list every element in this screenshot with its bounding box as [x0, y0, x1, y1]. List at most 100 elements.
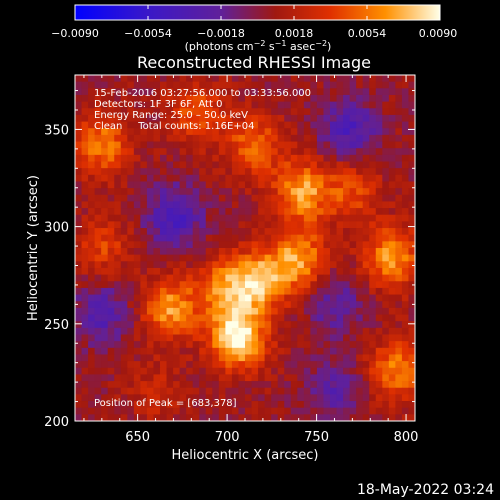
heatmap-cell [186, 294, 194, 302]
heatmap-cell [356, 174, 364, 182]
heatmap-cell [218, 201, 226, 209]
heatmap-cell [218, 108, 226, 116]
heatmap-cell [382, 94, 390, 103]
heatmap-cell [277, 134, 285, 142]
heatmap-cell [401, 101, 409, 109]
heatmap-cell [212, 394, 220, 402]
heatmap-cell [297, 261, 305, 269]
heatmap-cell [107, 154, 115, 162]
heatmap-cell [205, 327, 213, 335]
heatmap-cell [245, 81, 252, 89]
heatmap-cell [231, 121, 239, 129]
heatmap-cell [127, 267, 135, 276]
heatmap-cell [264, 401, 272, 409]
heatmap-cell [343, 274, 351, 282]
heatmap-cell [94, 321, 102, 329]
heatmap-cell [251, 234, 259, 242]
heatmap-cell [120, 168, 128, 176]
heatmap-cell [212, 194, 220, 202]
heatmap-cell [277, 281, 285, 289]
heatmap-cell [94, 387, 102, 395]
heatmap-cell [336, 294, 344, 302]
heatmap-cell [408, 314, 416, 322]
heatmap-cell [362, 168, 370, 176]
heatmap-cell [238, 128, 246, 136]
heatmap-cell [303, 228, 311, 236]
heatmap-cell [81, 188, 89, 196]
heatmap-cell [395, 294, 403, 302]
heatmap-cell [258, 128, 266, 136]
heatmap-cell [356, 88, 364, 96]
heatmap-cell [277, 241, 285, 249]
heatmap-cell [277, 101, 285, 109]
heatmap-cell [153, 201, 161, 209]
heatmap-cell [277, 327, 285, 335]
heatmap-cell [101, 141, 109, 149]
heatmap-cell [408, 241, 416, 249]
heatmap-cell [343, 361, 351, 369]
heatmap-cell [146, 141, 154, 149]
heatmap-cell [199, 367, 207, 375]
heatmap-cell [258, 414, 266, 422]
heatmap-cell [271, 341, 279, 349]
heatmap-cell [343, 414, 351, 422]
heatmap-cell [310, 121, 318, 129]
heatmap-cell [225, 241, 233, 249]
heatmap-cell [238, 414, 246, 422]
heatmap-cell [369, 188, 377, 196]
heatmap-cell [81, 108, 89, 116]
heatmap-cell [330, 134, 337, 142]
heatmap-cell [238, 407, 246, 415]
heatmap-cell [212, 347, 220, 355]
heatmap-cell [271, 334, 279, 342]
heatmap-cell [290, 401, 298, 409]
heatmap-cell [173, 254, 181, 262]
heatmap-cell [362, 287, 370, 295]
heatmap-cell [251, 354, 259, 362]
heatmap-cell [343, 321, 351, 329]
heatmap-cell [75, 188, 82, 196]
heatmap-cell [94, 88, 102, 96]
heatmap-cell [395, 114, 403, 122]
heatmap-cell [290, 341, 298, 349]
heatmap-cell [88, 128, 96, 136]
heatmap-cell [101, 307, 109, 315]
heatmap-cell [323, 281, 331, 289]
heatmap-cell [264, 307, 272, 315]
heatmap-cell [205, 81, 213, 89]
heatmap-cell [375, 261, 383, 269]
heatmap-cell [330, 314, 337, 322]
heatmap-cell [336, 214, 344, 222]
heatmap-cell [231, 101, 239, 109]
heatmap-cell [408, 254, 416, 262]
heatmap-cell [310, 248, 318, 256]
heatmap-cell [408, 108, 416, 116]
heatmap-cell [75, 334, 82, 342]
heatmap-cell [199, 75, 207, 83]
heatmap-cell [356, 75, 364, 83]
heatmap-cell [146, 354, 154, 362]
heatmap-cell [349, 281, 357, 289]
heatmap-cell [264, 114, 272, 122]
heatmap-cell [179, 208, 187, 216]
heatmap-cell [343, 254, 351, 262]
heatmap-cell [231, 361, 239, 369]
heatmap-cell [107, 194, 115, 202]
heatmap-cell [388, 321, 396, 329]
heatmap-cell [362, 128, 370, 136]
heatmap-cell [336, 354, 344, 362]
heatmap-cell [146, 414, 154, 422]
heatmap-cell [127, 228, 135, 236]
heatmap-cell [277, 108, 285, 116]
heatmap-cell [120, 75, 128, 83]
heatmap-cell [160, 387, 167, 395]
heatmap-cell [349, 294, 357, 302]
heatmap-cell [303, 367, 311, 375]
heatmap-cell [101, 301, 109, 309]
heatmap-cell [303, 314, 311, 322]
heatmap-cell [120, 161, 128, 169]
heatmap-cell [343, 208, 351, 216]
heatmap-cell [277, 234, 285, 242]
heatmap-cell [179, 181, 187, 189]
heatmap-cell [107, 334, 115, 342]
